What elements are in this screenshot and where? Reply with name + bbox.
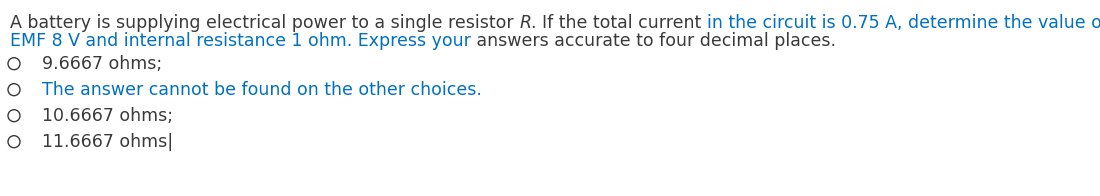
Text: EMF 8 V and internal resistance 1 ohm. Express your: EMF 8 V and internal resistance 1 ohm. E… [10,32,471,50]
Text: answers accurate to four decimal places.: answers accurate to four decimal places. [471,32,836,50]
Text: in the circuit is 0.75 A, determine the value of: in the circuit is 0.75 A, determine the … [707,14,1100,32]
Text: 9.6667 ohms;: 9.6667 ohms; [42,55,162,73]
Text: . If the total current: . If the total current [531,14,707,32]
Text: The answer cannot be found on the other choices.: The answer cannot be found on the other … [42,81,482,99]
Text: 10.6667 ohms;: 10.6667 ohms; [42,107,173,125]
Text: 11.6667 ohms|: 11.6667 ohms| [42,133,174,151]
Text: R: R [519,14,531,32]
Text: A battery is supplying electrical power to a single resistor: A battery is supplying electrical power … [10,14,519,32]
